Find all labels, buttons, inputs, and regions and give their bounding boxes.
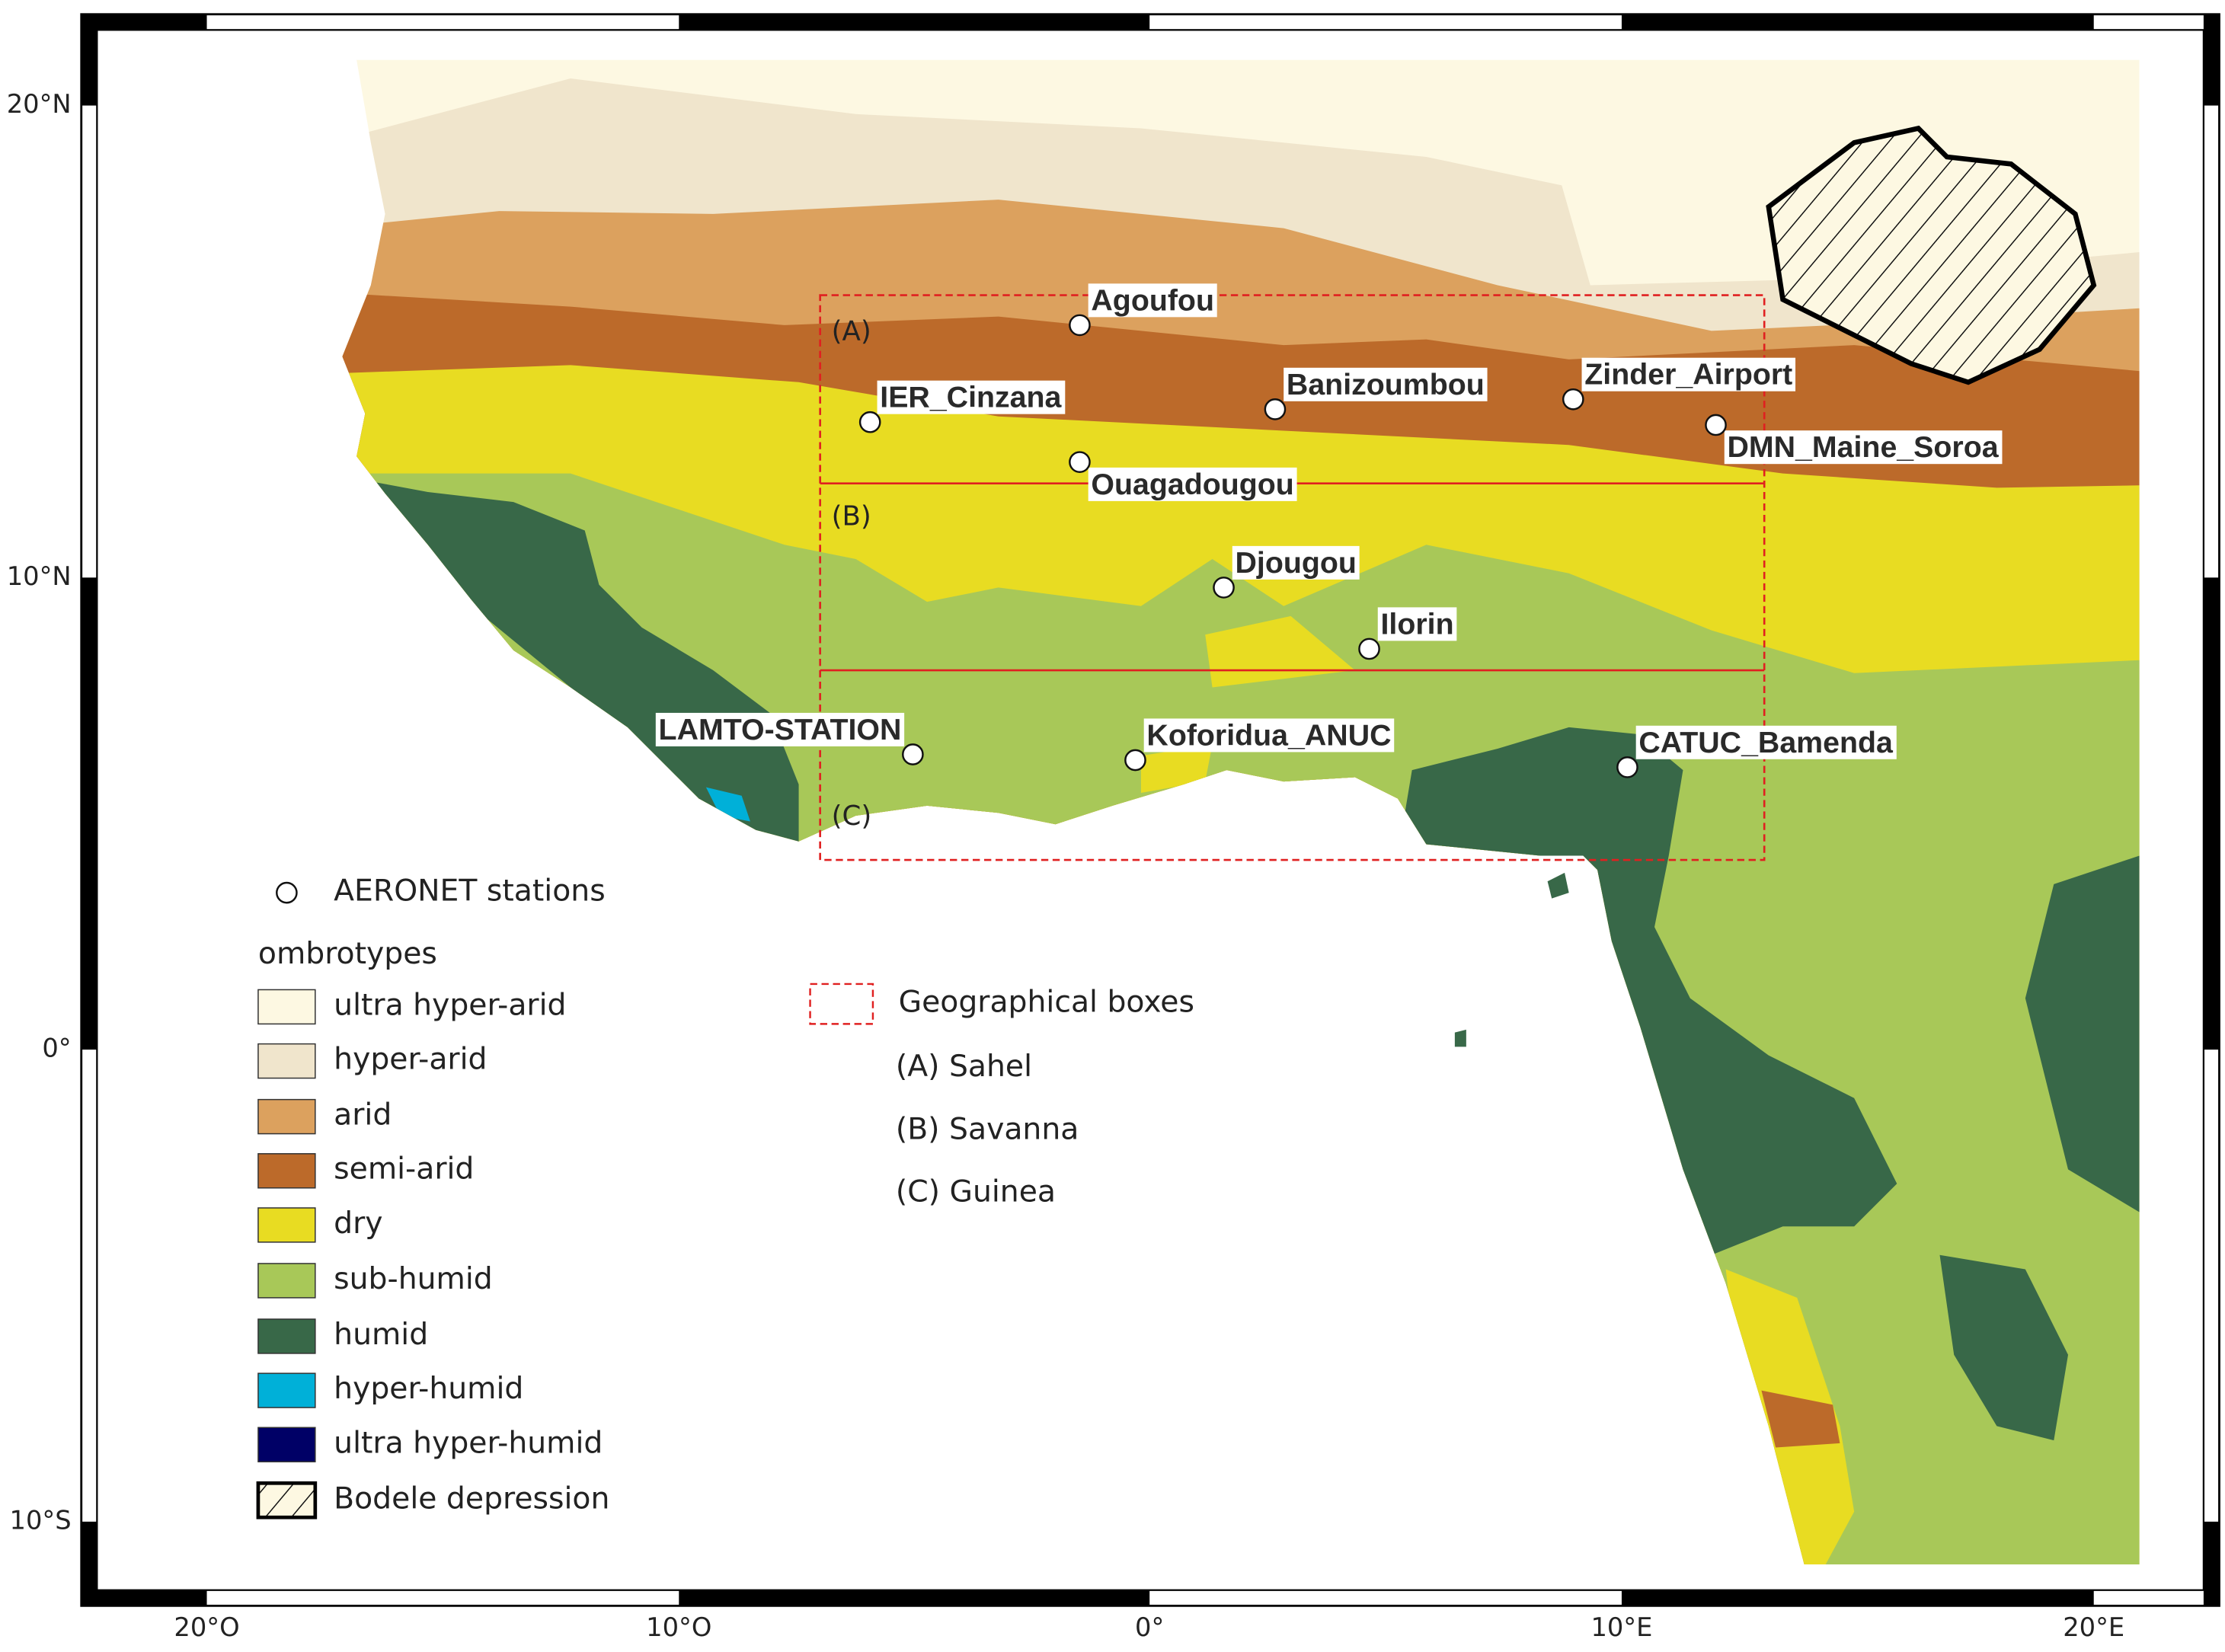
station-marker bbox=[1069, 314, 1091, 337]
geo-box bbox=[819, 294, 1766, 861]
frame-segment bbox=[679, 1590, 1150, 1606]
legend-swatch bbox=[809, 983, 874, 1025]
station-label: Djougou bbox=[1236, 546, 1357, 580]
legend-station-marker bbox=[276, 881, 298, 904]
legend-label: AERONET stations bbox=[334, 874, 606, 909]
legend-swatch bbox=[257, 1207, 316, 1243]
box-label: (B) bbox=[832, 501, 871, 532]
legend-swatch bbox=[256, 1481, 318, 1519]
legend-label: (B) Savanna bbox=[896, 1112, 1079, 1146]
y-tick-label: 0° bbox=[42, 1034, 71, 1063]
legend-swatch bbox=[257, 1098, 316, 1135]
legend-swatch bbox=[257, 989, 316, 1025]
station-label-bg bbox=[1635, 725, 1897, 759]
zone-patch bbox=[705, 787, 750, 822]
x-tick-label: 10°E bbox=[1590, 1612, 1652, 1642]
overlay: (A) (B) (C) Agoufou IER_Cinzana Banizoumbou Zi… bbox=[655, 125, 2097, 1047]
legend-title: ombrotypes bbox=[258, 937, 437, 971]
x-tick-label: 20°E bbox=[2063, 1612, 2124, 1642]
box-label: (C) bbox=[832, 800, 872, 832]
station-label-bg bbox=[655, 712, 905, 746]
frame-segment bbox=[2203, 14, 2220, 106]
frame-segment bbox=[81, 577, 98, 1050]
y-tick-label: 20°N bbox=[7, 89, 72, 119]
legend-label: Geographical boxes bbox=[899, 986, 1194, 1020]
station-label: IER_Cinzana bbox=[880, 381, 1062, 414]
legend-swatch bbox=[257, 1153, 316, 1189]
station-marker bbox=[1264, 398, 1287, 420]
station-label-bg bbox=[1724, 430, 2003, 465]
station-label: LAMTO-STATION bbox=[659, 713, 902, 746]
x-tick-label: 0° bbox=[1135, 1612, 1164, 1642]
station-label-bg bbox=[1232, 545, 1360, 580]
station-marker bbox=[1705, 414, 1727, 436]
zone-patch bbox=[1939, 1254, 2069, 1441]
station-label: Zinder_Airport bbox=[1584, 358, 1792, 391]
island bbox=[1454, 1029, 1466, 1047]
station-marker bbox=[902, 743, 924, 765]
station-marker bbox=[1213, 577, 1235, 599]
legend-label: semi-arid bbox=[334, 1152, 474, 1187]
station-label-bg bbox=[1284, 367, 1488, 401]
frame-segment bbox=[679, 14, 1150, 30]
legend-swatch bbox=[257, 1372, 316, 1408]
station-label-bg bbox=[1581, 357, 1796, 391]
station-marker bbox=[1358, 637, 1380, 660]
legend-swatch bbox=[257, 1263, 316, 1299]
legend-label: humid bbox=[334, 1318, 428, 1352]
legend-swatch bbox=[257, 1427, 316, 1462]
y-tick-label: 10°S bbox=[10, 1505, 72, 1535]
station-label: CATUC_Bamenda bbox=[1638, 726, 1894, 759]
frame-segment bbox=[1621, 1590, 2094, 1606]
legend-label: (A) Sahel bbox=[896, 1050, 1032, 1084]
x-tick-label: 10°O bbox=[646, 1612, 711, 1642]
legend-label: sub-humid bbox=[334, 1262, 493, 1296]
legend-label: dry bbox=[334, 1206, 382, 1241]
legend-swatch bbox=[257, 1043, 316, 1079]
station-label-bg bbox=[877, 380, 1066, 414]
legend-label: hyper-arid bbox=[334, 1043, 487, 1077]
legend-label: hyper-humid bbox=[334, 1372, 523, 1406]
bodele-depression bbox=[1766, 125, 2097, 385]
station-label: Ouagadougou bbox=[1091, 468, 1293, 501]
station-marker bbox=[1124, 749, 1146, 772]
frame-segment bbox=[81, 14, 207, 30]
zone-patch bbox=[2025, 855, 2140, 1213]
legend-label: ultra hyper-humid bbox=[334, 1426, 603, 1460]
frame-segment bbox=[81, 1521, 98, 1606]
station-marker bbox=[1069, 451, 1091, 473]
station-label: DMN_Maine_Soroa bbox=[1728, 430, 2000, 464]
legend-label: Bodele depression bbox=[334, 1481, 609, 1516]
frame-segment bbox=[1621, 14, 2094, 30]
station-label: Ilorin bbox=[1381, 607, 1454, 641]
legend-swatch bbox=[257, 1318, 316, 1354]
station-label: Agoufou bbox=[1091, 283, 1214, 317]
frame-segment bbox=[2203, 577, 2220, 1050]
station-label-bg bbox=[1143, 718, 1395, 753]
zone-patch bbox=[1761, 1390, 1840, 1448]
station-marker bbox=[1562, 388, 1584, 411]
station-label: Banizoumbou bbox=[1287, 368, 1485, 401]
frame-segment bbox=[81, 14, 98, 106]
legend-label: ultra hyper-arid bbox=[334, 988, 566, 1022]
station-marker bbox=[858, 411, 881, 433]
station-label-bg bbox=[1088, 467, 1297, 501]
legend-label: (C) Guinea bbox=[896, 1175, 1056, 1209]
station-label-bg bbox=[1088, 283, 1217, 318]
frame-segment bbox=[81, 1590, 207, 1606]
box-label: (A) bbox=[832, 315, 871, 347]
station-label-bg bbox=[1377, 607, 1457, 641]
legend-label: arid bbox=[334, 1098, 392, 1133]
frame-segment bbox=[2203, 1521, 2220, 1606]
station-label: Koforidua_ANUC bbox=[1146, 718, 1391, 752]
x-tick-label: 20°O bbox=[174, 1612, 239, 1642]
station-marker bbox=[1616, 756, 1638, 778]
zone-patch bbox=[1140, 744, 1213, 794]
y-tick-label: 10°N bbox=[7, 561, 72, 591]
island bbox=[1547, 872, 1569, 899]
